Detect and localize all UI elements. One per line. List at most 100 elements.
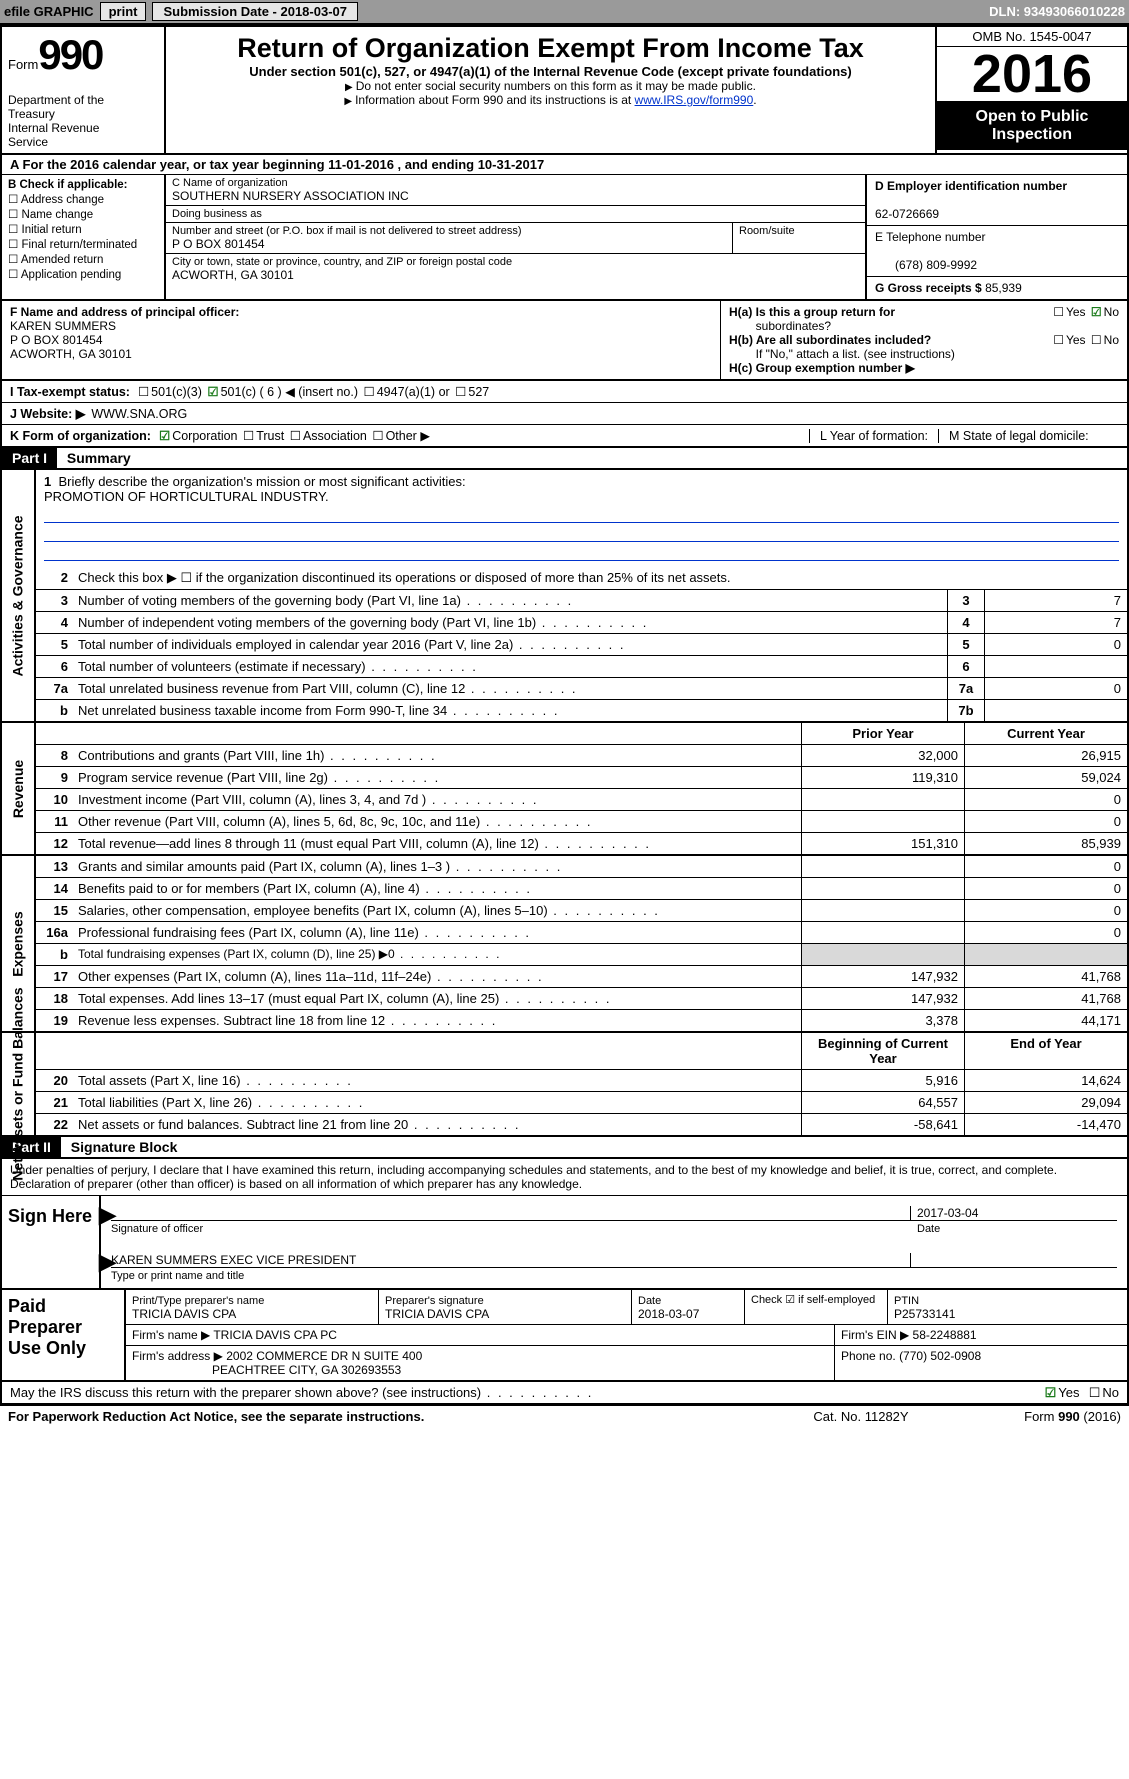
officer-addr2: ACWORTH, GA 30101	[10, 347, 132, 361]
irs-discuss-row: May the IRS discuss this return with the…	[2, 1382, 1127, 1404]
cb-application-pending[interactable]: Application pending	[8, 267, 158, 281]
cb-amended-return[interactable]: Amended return	[8, 252, 158, 266]
submission-date: Submission Date - 2018-03-07	[152, 2, 358, 21]
section-expenses: Expenses 13Grants and similar amounts pa…	[2, 856, 1127, 1033]
k-trust[interactable]	[241, 428, 256, 443]
k-assoc[interactable]	[288, 428, 303, 443]
vlabel-expenses: Expenses	[10, 911, 26, 976]
ha-no[interactable]	[1089, 305, 1104, 319]
i-501c[interactable]	[205, 384, 220, 399]
gross-label: G Gross receipts $	[875, 281, 982, 295]
cb-final-return[interactable]: Final return/terminated	[8, 237, 158, 251]
paid-preparer-block: Paid Preparer Use Only Print/Type prepar…	[2, 1290, 1127, 1382]
firm-ein: 58-2248881	[913, 1328, 977, 1342]
header-grid: B Check if applicable: Address change Na…	[2, 175, 1127, 301]
i-501c3[interactable]	[136, 384, 151, 399]
dba-label: Doing business as	[172, 208, 859, 220]
k-other[interactable]	[370, 428, 385, 443]
k-corp[interactable]	[157, 428, 172, 443]
revenue-line-10: 10Investment income (Part VIII, column (…	[36, 789, 1127, 811]
vlabel-ag: Activities & Governance	[10, 515, 26, 676]
q1-mission: 1 Briefly describe the organization's mi…	[36, 470, 1127, 567]
i-label: I Tax-exempt status:	[10, 385, 130, 399]
expense-line-13: 13Grants and similar amounts paid (Part …	[36, 856, 1127, 878]
col-prior-year: Prior Year	[801, 723, 964, 744]
irs-link[interactable]: www.IRS.gov/form990	[635, 93, 754, 107]
form-note1: Do not enter social security numbers on …	[174, 79, 927, 93]
perjury-declaration: Under penalties of perjury, I declare th…	[2, 1159, 1127, 1196]
firm-name-label: Firm's name ▶	[132, 1328, 210, 1342]
phone-value: (678) 809-9992	[875, 258, 977, 272]
prep-name-label: Print/Type preparer's name	[132, 1295, 264, 1307]
tax-year: 2016	[937, 47, 1127, 102]
ptin-label: PTIN	[894, 1295, 919, 1307]
website-value: WWW.SNA.ORG	[91, 407, 187, 421]
revenue-line-9: 9Program service revenue (Part VIII, lin…	[36, 767, 1127, 789]
type-name-label: Type or print name and title	[111, 1270, 1117, 1282]
discuss-no[interactable]	[1087, 1385, 1103, 1400]
firm-ein-label: Firm's EIN ▶	[841, 1328, 909, 1342]
prep-sig: TRICIA DAVIS CPA	[385, 1307, 489, 1321]
netassets-header-row: Beginning of Current Year End of Year	[36, 1033, 1127, 1070]
col-b-label: B Check if applicable:	[8, 179, 128, 191]
ag-line-6: 6Total number of volunteers (estimate if…	[36, 656, 1127, 678]
street-value: P O BOX 801454	[172, 237, 726, 251]
paid-preparer-label: Paid Preparer Use Only	[2, 1290, 126, 1380]
cb-address-change[interactable]: Address change	[8, 192, 158, 206]
discuss-yes[interactable]	[1043, 1385, 1059, 1400]
expense-line-16a: 16aProfessional fundraising fees (Part I…	[36, 922, 1127, 944]
expense-line-15: 15Salaries, other compensation, employee…	[36, 900, 1127, 922]
ag-line-4: 4Number of independent voting members of…	[36, 612, 1127, 634]
vlabel-netassets: Net Assets or Fund Balances	[10, 987, 26, 1180]
top-toolbar: efile GRAPHIC print Submission Date - 20…	[0, 0, 1129, 25]
i-527[interactable]	[453, 384, 468, 399]
revenue-line-11: 11Other revenue (Part VIII, column (A), …	[36, 811, 1127, 833]
part2-header: Part II Signature Block	[2, 1137, 1127, 1159]
part1-label: Part I	[2, 448, 57, 468]
col-boy: Beginning of Current Year	[801, 1033, 964, 1069]
form-prefix: Form	[8, 57, 38, 72]
firm-phone-label: Phone no.	[841, 1349, 896, 1363]
section-revenue: Revenue Prior Year Current Year 8Contrib…	[2, 723, 1127, 856]
street-label: Number and street (or P.O. box if mail i…	[172, 225, 726, 237]
org-name: SOUTHERN NURSERY ASSOCIATION INC	[172, 189, 859, 203]
firm-addr1: 2002 COMMERCE DR N SUITE 400	[226, 1349, 422, 1363]
print-button[interactable]: print	[100, 2, 147, 21]
section-net-assets: Net Assets or Fund Balances Beginning of…	[2, 1033, 1127, 1137]
netassets-line-21: 21Total liabilities (Part X, line 26)64,…	[36, 1092, 1127, 1114]
row-f-h: F Name and address of principal officer:…	[2, 301, 1127, 380]
officer-addr1: P O BOX 801454	[10, 333, 103, 347]
hb-no[interactable]	[1089, 333, 1104, 347]
expense-line-17: 17Other expenses (Part IX, column (A), l…	[36, 966, 1127, 988]
header-right: OMB No. 1545-0047 2016 Open to Public In…	[935, 27, 1127, 153]
phone-label: E Telephone number	[875, 230, 986, 244]
paperwork-notice: For Paperwork Reduction Act Notice, see …	[8, 1409, 761, 1424]
m-label: M State of legal domicile:	[938, 429, 1119, 443]
expense-line-19: 19Revenue less expenses. Subtract line 1…	[36, 1010, 1127, 1031]
sign-here-label: Sign Here	[2, 1196, 101, 1288]
ag-line-7a: 7aTotal unrelated business revenue from …	[36, 678, 1127, 700]
date-label: Date	[917, 1223, 1117, 1235]
ein-value: 62-0726669	[875, 207, 939, 221]
officer-typed-name: KAREN SUMMERS EXEC VICE PRESIDENT	[111, 1253, 910, 1267]
hb-yes[interactable]	[1051, 333, 1066, 347]
prep-date-label: Date	[638, 1295, 661, 1307]
prep-name: TRICIA DAVIS CPA	[132, 1307, 236, 1321]
cb-name-change[interactable]: Name change	[8, 207, 158, 221]
expense-line-14: 14Benefits paid to or for members (Part …	[36, 878, 1127, 900]
ha-yes[interactable]	[1051, 305, 1066, 319]
officer-label: F Name and address of principal officer:	[10, 305, 239, 319]
dept-line4: Service	[8, 135, 48, 149]
self-employed: Check ☑ if self-employed	[745, 1290, 888, 1324]
dept-line3: Internal Revenue	[8, 121, 99, 135]
q2-discontinued: 2 Check this box ▶ ☐ if the organization…	[36, 567, 1127, 590]
firm-phone: (770) 502-0908	[899, 1349, 981, 1363]
cb-initial-return[interactable]: Initial return	[8, 222, 158, 236]
dln-label: DLN: 93493066010228	[989, 4, 1125, 19]
revenue-line-12: 12Total revenue—add lines 8 through 11 (…	[36, 833, 1127, 854]
row-klm: K Form of organization: Corporation Trus…	[2, 425, 1127, 448]
ein-label: D Employer identification number	[875, 179, 1067, 193]
firm-addr2: PEACHTREE CITY, GA 302693553	[212, 1363, 401, 1377]
i-4947[interactable]	[362, 384, 377, 399]
ptin-value: P25733141	[894, 1307, 955, 1321]
